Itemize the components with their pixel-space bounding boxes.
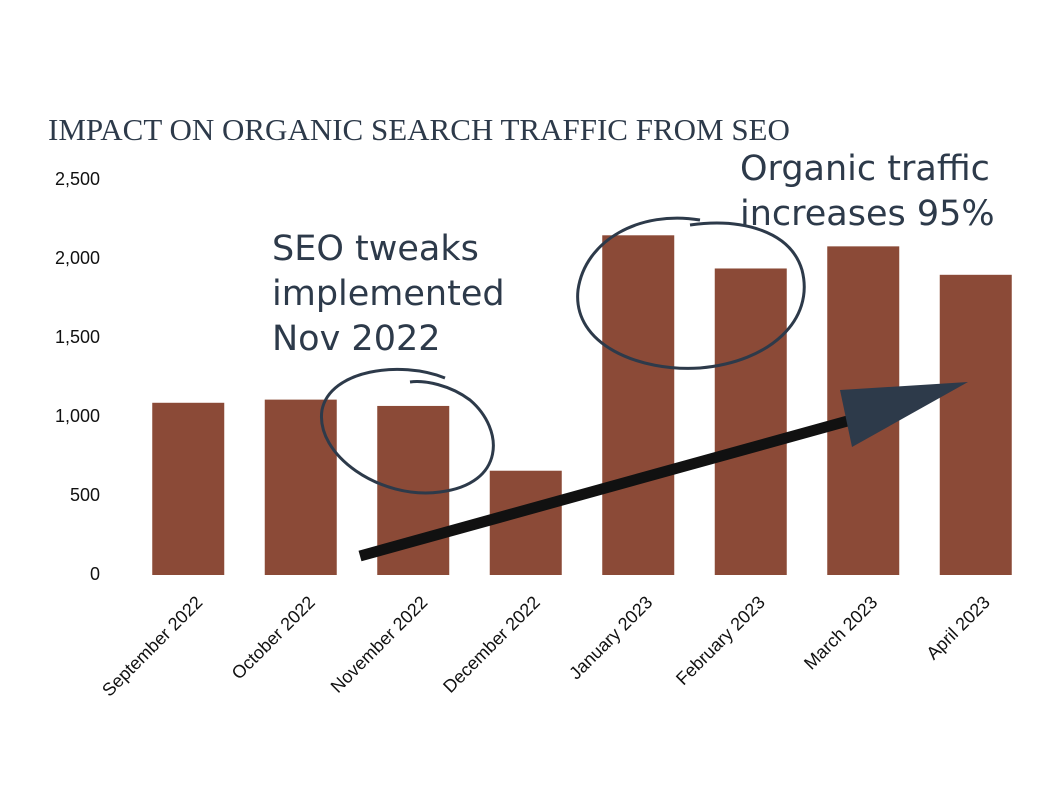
- annotation: SEO tweaks: [272, 229, 479, 269]
- annotation: implemented: [272, 274, 505, 314]
- circle-annotation: [576, 216, 806, 370]
- y-tick-label: 0: [90, 564, 100, 584]
- y-tick-label: 2,500: [55, 169, 100, 189]
- bar: [939, 274, 1012, 575]
- bar: [602, 235, 675, 576]
- arrow-head: [840, 382, 968, 447]
- annotation: Organic traffic: [740, 149, 990, 189]
- trend-arrow: [358, 406, 882, 562]
- bar: [714, 268, 787, 575]
- y-tick-label: 2,000: [55, 248, 100, 268]
- annotation: Nov 2022: [272, 319, 441, 359]
- chart-title: IMPACT ON ORGANIC SEARCH TRAFFIC FROM SE…: [48, 112, 790, 147]
- circle-annotation: [320, 367, 495, 495]
- bar: [264, 399, 337, 575]
- y-tick-label: 1,000: [55, 406, 100, 426]
- annotation: increases 95%: [740, 194, 995, 234]
- bar: [152, 402, 225, 575]
- y-tick-label: 1,500: [55, 327, 100, 347]
- bar: [489, 470, 562, 575]
- y-tick-label: 500: [70, 485, 100, 505]
